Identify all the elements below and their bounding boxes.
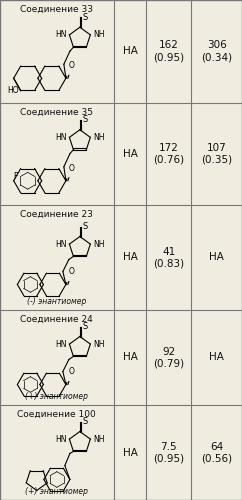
Text: 107
(0.35): 107 (0.35)	[201, 143, 232, 165]
Text: O: O	[69, 268, 75, 276]
Text: 41
(0.83): 41 (0.83)	[153, 246, 184, 268]
Text: NH: NH	[93, 434, 105, 444]
Text: S: S	[83, 116, 88, 124]
Text: 162
(0.95): 162 (0.95)	[153, 40, 184, 62]
Text: Соединение 33: Соединение 33	[20, 5, 93, 14]
Text: S: S	[83, 222, 88, 231]
Text: O: O	[69, 61, 75, 70]
Text: NH: NH	[93, 340, 105, 348]
Text: НА: НА	[123, 149, 137, 159]
Text: HN: HN	[55, 133, 66, 142]
Text: NH: NH	[93, 133, 105, 142]
Text: НА: НА	[123, 448, 137, 458]
Text: (-) энантиомер: (-) энантиомер	[27, 297, 87, 306]
Text: NH: NH	[93, 240, 105, 248]
Text: НА: НА	[209, 352, 224, 362]
Text: (+) энантиомер: (+) энантиомер	[25, 392, 88, 401]
Text: НА: НА	[123, 352, 137, 362]
Text: S: S	[83, 417, 88, 426]
Text: O: O	[69, 164, 75, 173]
Text: (+) энантиомер: (+) энантиомер	[25, 487, 88, 496]
Text: HO: HO	[7, 86, 19, 96]
Text: НА: НА	[123, 252, 137, 262]
Text: 92
(0.79): 92 (0.79)	[153, 346, 184, 368]
Text: S: S	[83, 12, 88, 22]
Text: 7.5
(0.95): 7.5 (0.95)	[153, 442, 184, 464]
Text: НА: НА	[123, 46, 137, 56]
Text: Соединение 24: Соединение 24	[21, 315, 93, 324]
Text: O: O	[69, 368, 75, 376]
Text: S: S	[83, 322, 88, 331]
Text: HN: HN	[55, 434, 66, 444]
Text: 306
(0.34): 306 (0.34)	[201, 40, 232, 62]
Text: F: F	[13, 172, 18, 180]
Text: 64
(0.56): 64 (0.56)	[201, 442, 232, 464]
Text: HN: HN	[55, 30, 66, 40]
Text: 172
(0.76): 172 (0.76)	[153, 143, 184, 165]
Text: Соединение 35: Соединение 35	[20, 108, 93, 116]
Text: HN: HN	[55, 340, 66, 348]
Text: HN: HN	[55, 240, 66, 248]
Text: NH: NH	[93, 30, 105, 40]
Text: НА: НА	[209, 252, 224, 262]
Text: Соединение 23: Соединение 23	[20, 210, 93, 219]
Text: Соединение 100: Соединение 100	[17, 410, 96, 419]
